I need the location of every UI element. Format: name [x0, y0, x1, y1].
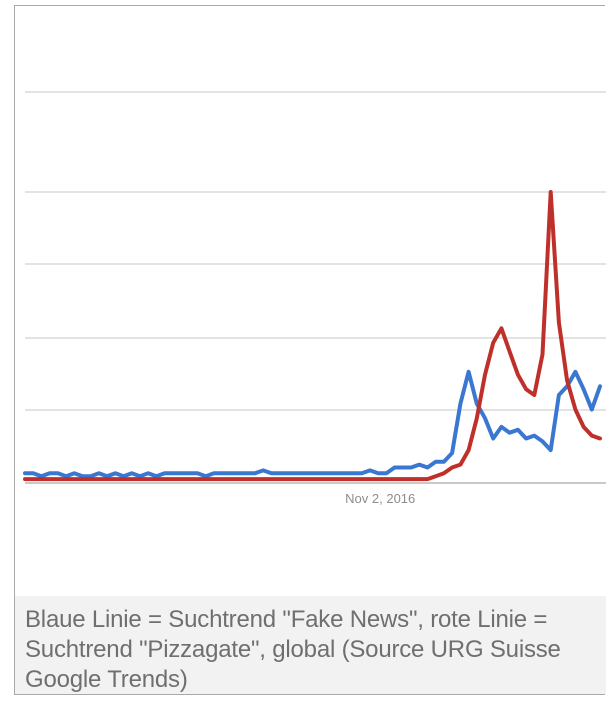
series-line-1 [23, 190, 602, 482]
trend-chart-svg: Nov 2, 2016 [23, 91, 606, 506]
trend-chart: Nov 2, 2016 [15, 6, 606, 596]
x-tick-label: Nov 2, 2016 [345, 491, 415, 506]
figure-caption: Blaue Linie = Suchtrend "Fake News", rot… [15, 596, 606, 694]
figure-frame: Nov 2, 2016 Blaue Linie = Suchtrend "Fak… [14, 5, 606, 695]
series-line-0 [23, 369, 602, 479]
